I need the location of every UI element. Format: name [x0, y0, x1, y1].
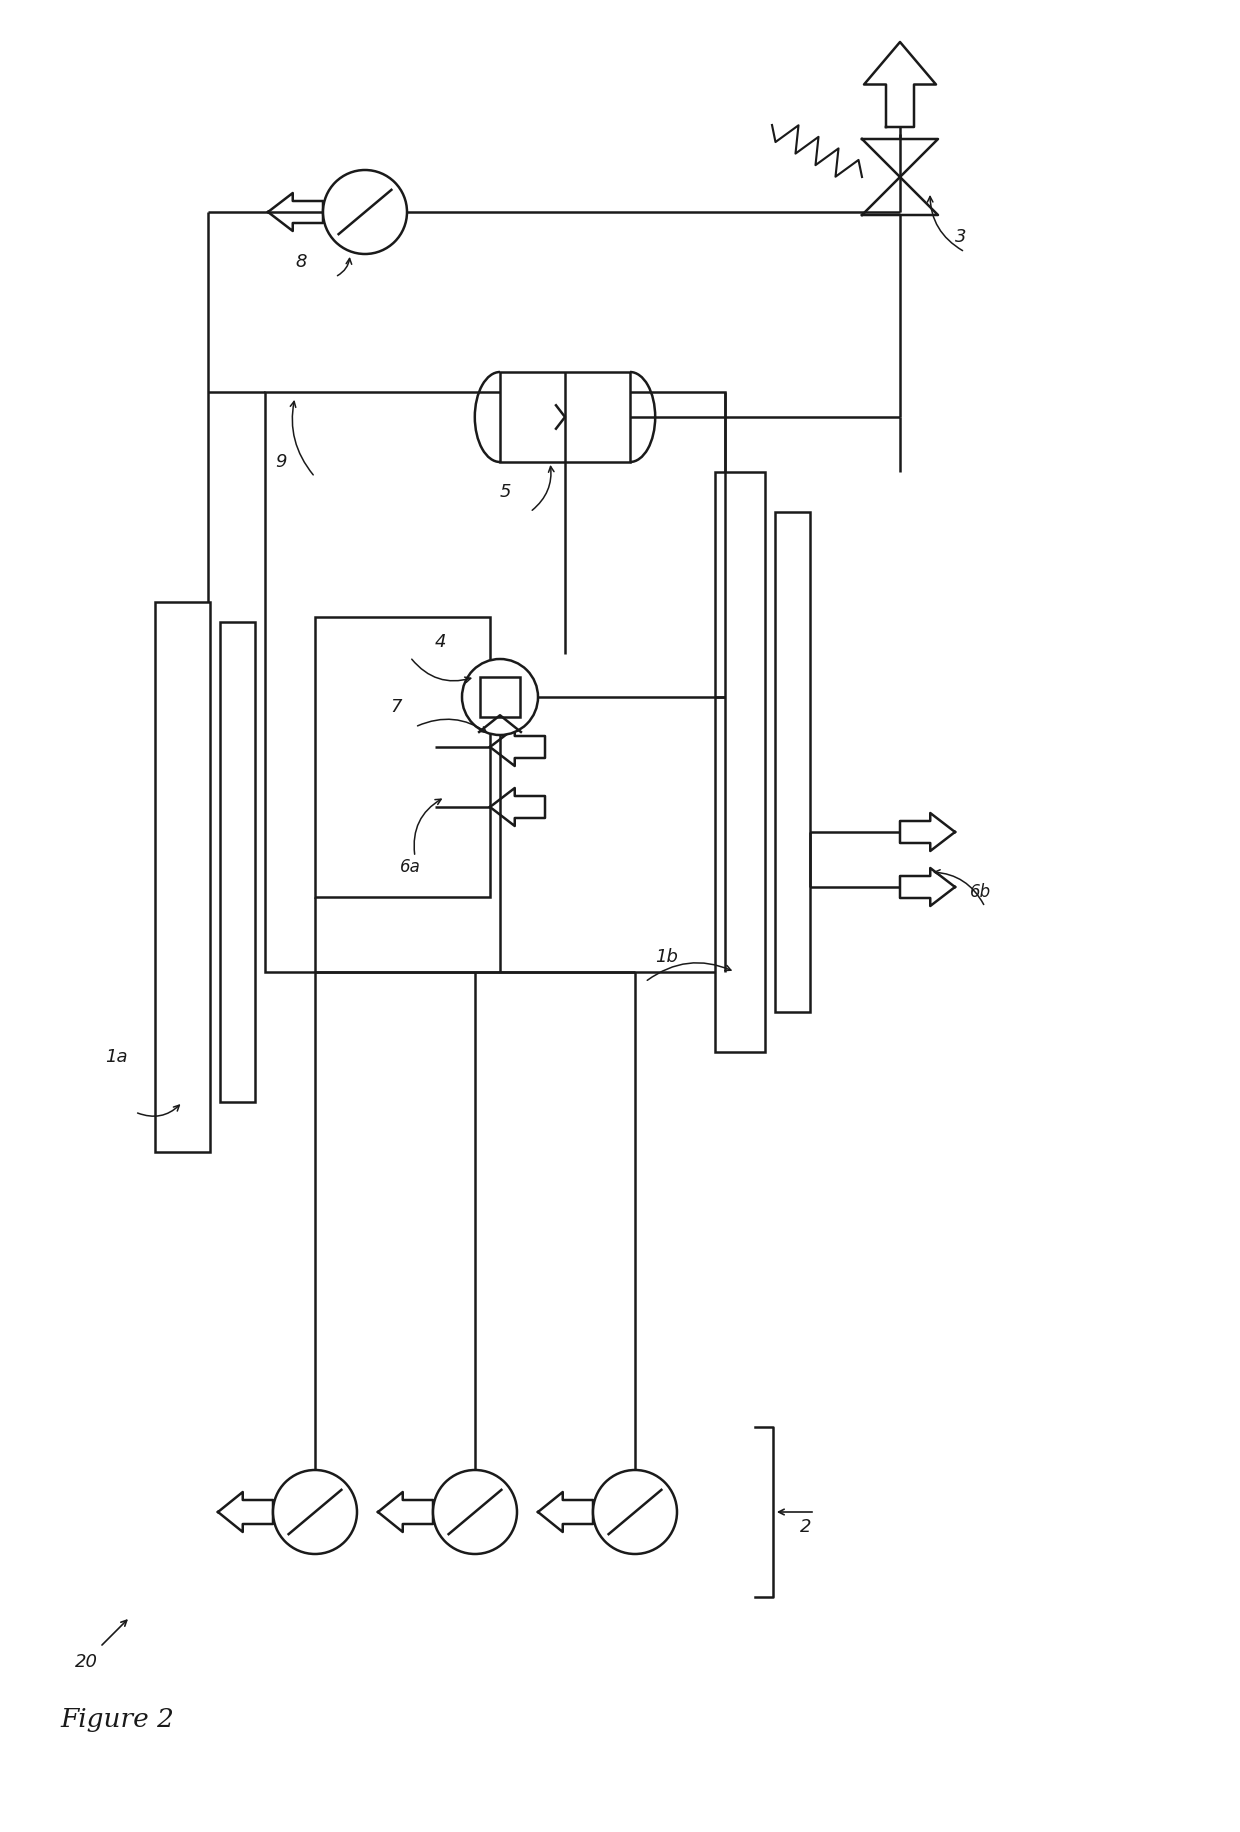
- Text: 4: 4: [435, 634, 446, 650]
- Circle shape: [273, 1469, 357, 1554]
- Bar: [219, 623, 255, 1103]
- Text: 1a: 1a: [105, 1048, 128, 1066]
- Text: 6a: 6a: [401, 857, 420, 876]
- Bar: [500, 372, 630, 462]
- Bar: [155, 603, 210, 1152]
- Text: 5: 5: [500, 484, 511, 500]
- Text: 9: 9: [275, 453, 286, 471]
- Circle shape: [593, 1469, 677, 1554]
- Bar: [480, 678, 520, 716]
- Bar: [715, 473, 765, 1052]
- Text: 20: 20: [74, 1652, 98, 1671]
- Text: 2: 2: [800, 1519, 811, 1535]
- Bar: [265, 392, 725, 973]
- Bar: [775, 511, 810, 1011]
- Circle shape: [322, 170, 407, 255]
- Text: Figure 2: Figure 2: [60, 1707, 174, 1731]
- Text: 6b: 6b: [970, 883, 991, 901]
- Circle shape: [433, 1469, 517, 1554]
- Text: 1b: 1b: [655, 947, 678, 965]
- Text: 7: 7: [391, 698, 402, 716]
- Circle shape: [463, 660, 538, 735]
- Text: 3: 3: [955, 227, 966, 245]
- Text: 8: 8: [295, 253, 306, 271]
- Bar: [315, 617, 490, 898]
